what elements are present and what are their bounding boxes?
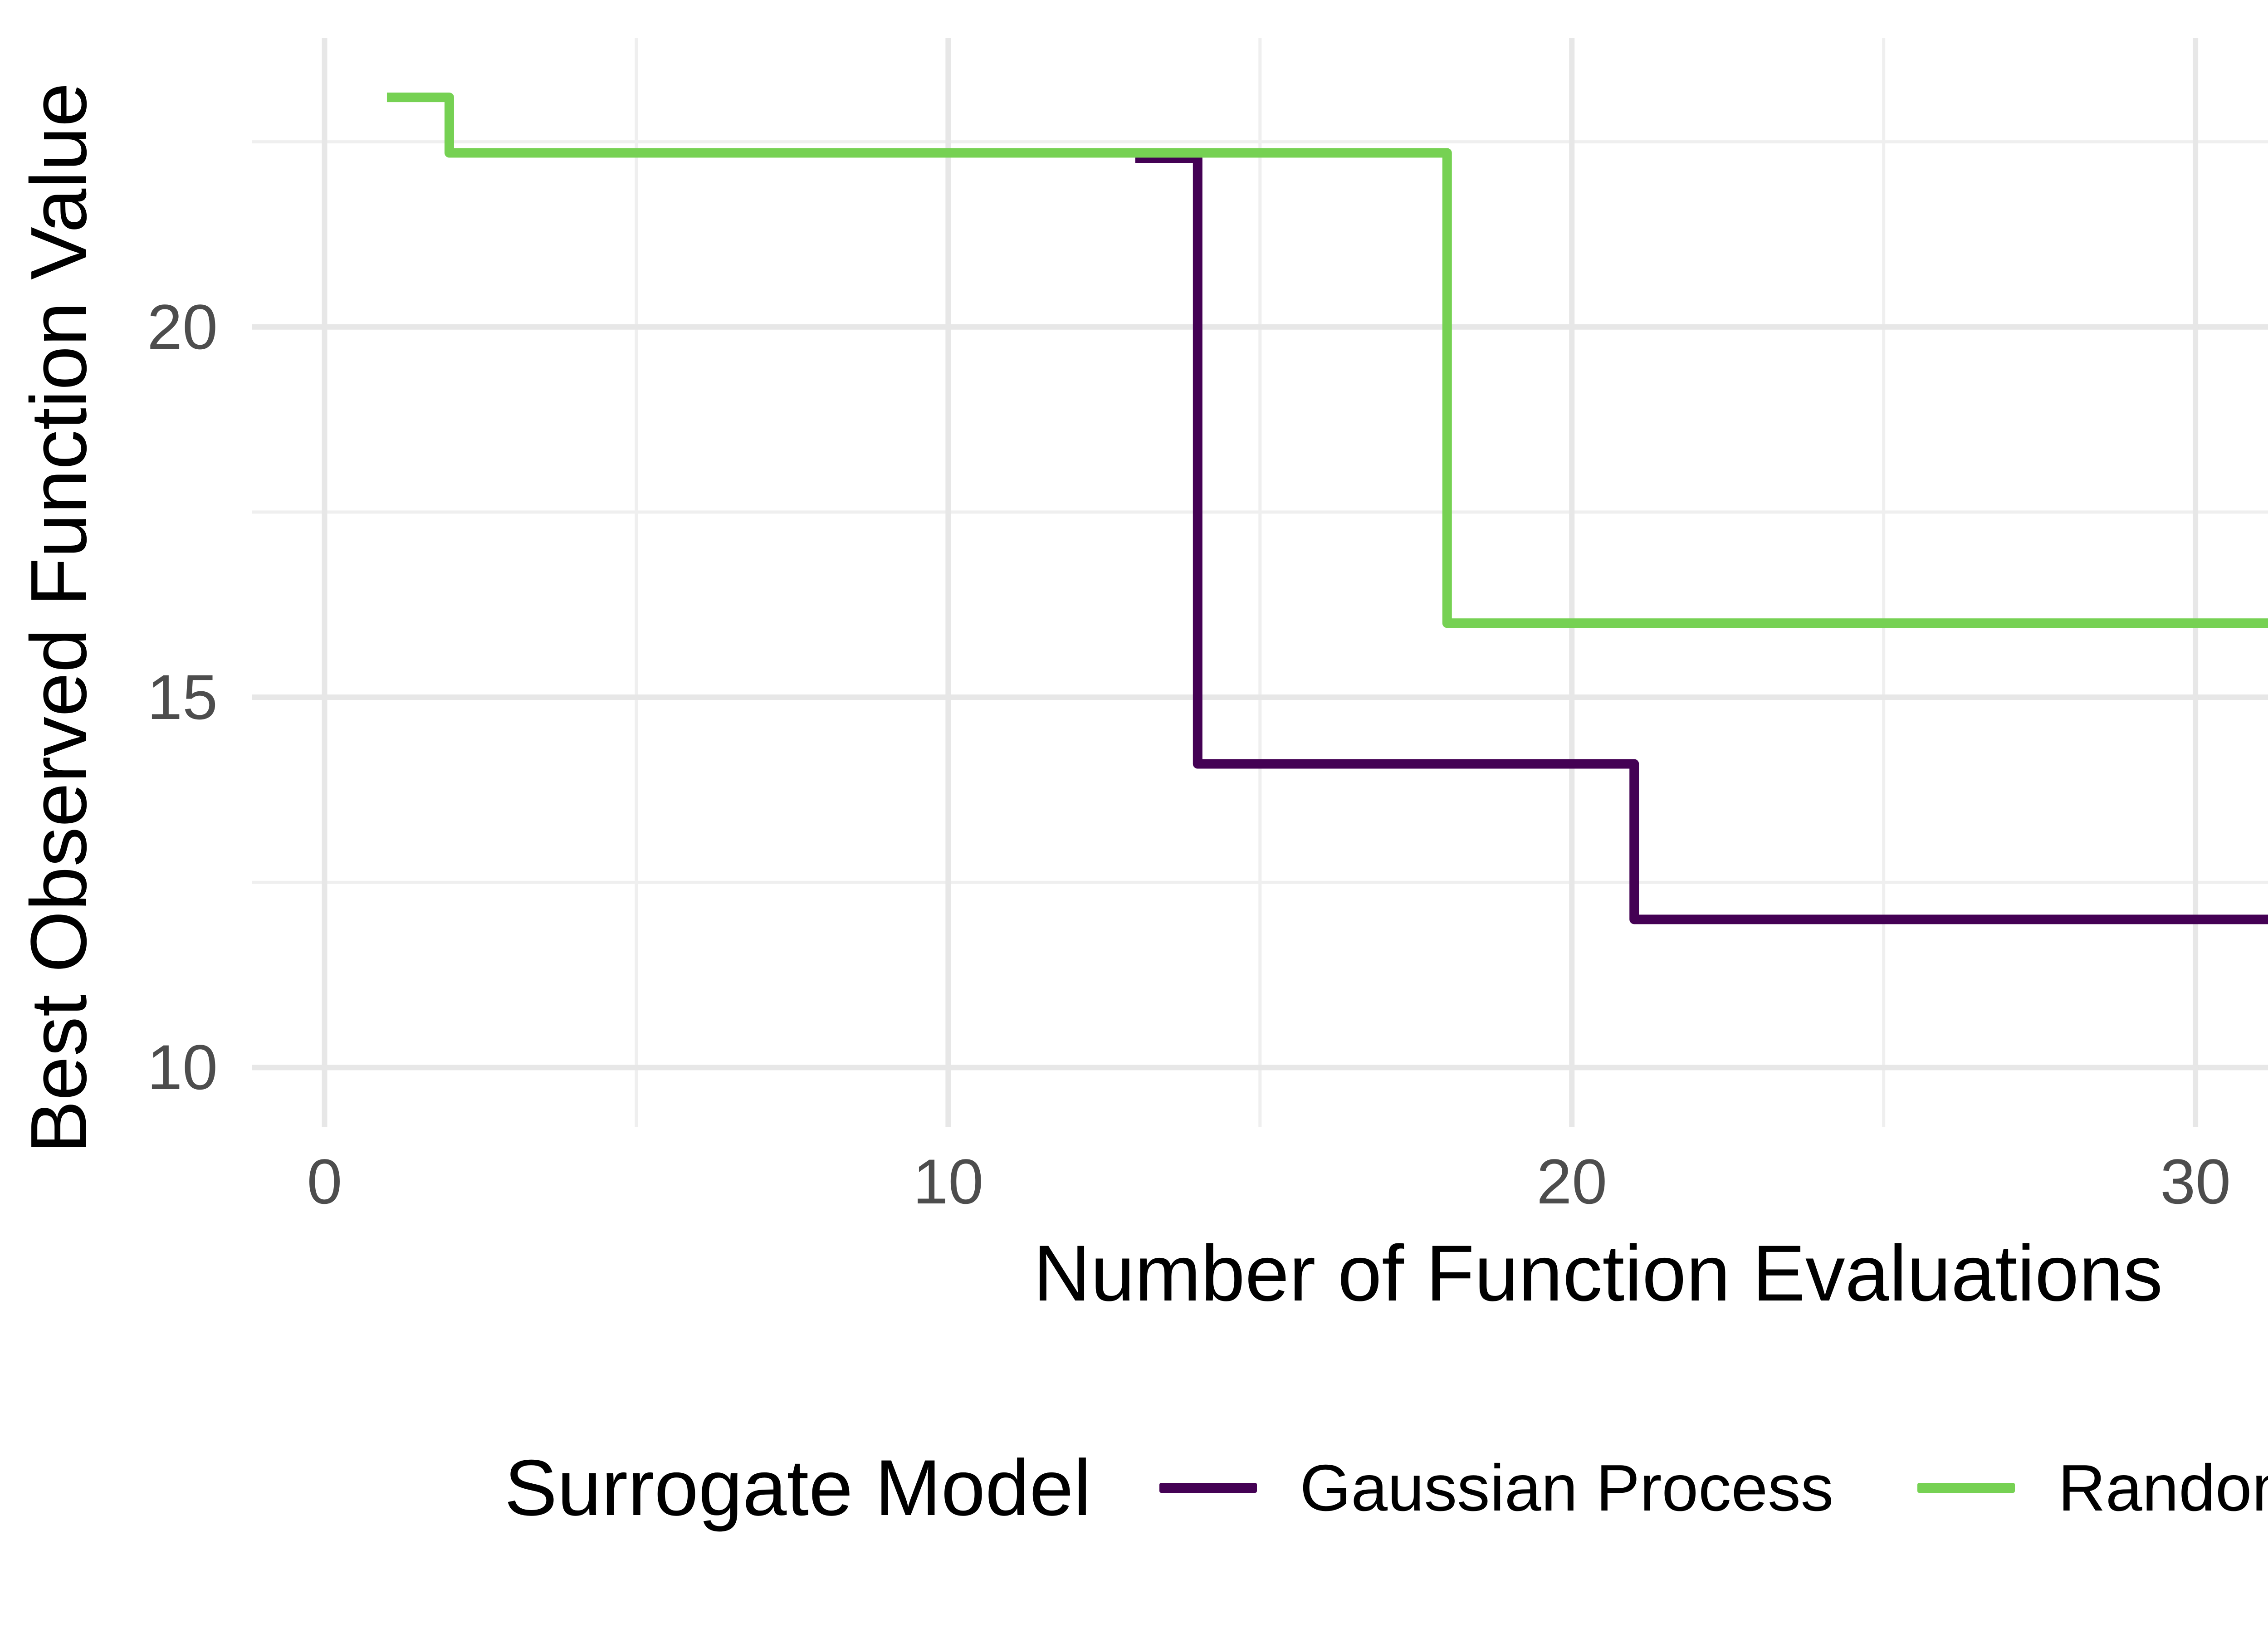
legend: Surrogate Model Gaussian ProcessRandom f… <box>0 1415 2268 1560</box>
legend-title: Surrogate Model <box>504 1443 1091 1532</box>
x-tick-label: 30 <box>2160 1146 2231 1217</box>
y-tick-label: 20 <box>147 291 218 362</box>
legend-key-icon <box>1159 1483 1257 1493</box>
series-line-random-forest <box>386 93 2268 628</box>
x-axis-title: Number of Function Evaluations <box>1033 1229 2163 1318</box>
legend-entries: Gaussian ProcessRandom forest <box>1159 1455 2268 1521</box>
legend-entry-random-forest: Random forest <box>1917 1455 2268 1521</box>
x-tick-label: 0 <box>307 1146 342 1217</box>
y-tick-label: 15 <box>147 661 218 733</box>
x-tick-label: 20 <box>1536 1146 1608 1217</box>
y-axis-title: Best Observed Function Value <box>15 83 103 1154</box>
legend-label: Random forest <box>2058 1451 2268 1525</box>
legend-key-icon <box>1917 1483 2015 1493</box>
x-tick-label: 10 <box>913 1146 984 1217</box>
series-line-gaussian-process <box>1135 153 2268 924</box>
legend-entry-gaussian-process: Gaussian Process <box>1159 1451 1834 1525</box>
y-tick-label: 10 <box>147 1032 218 1103</box>
legend-label: Gaussian Process <box>1300 1451 1834 1525</box>
